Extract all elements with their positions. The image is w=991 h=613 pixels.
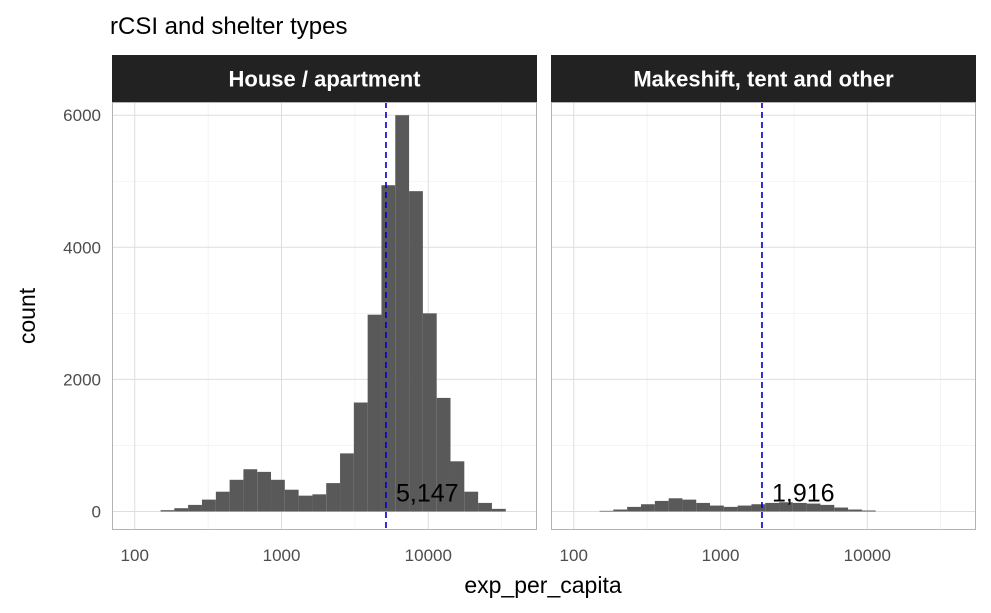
panel-house-apartment: House / apartment 5,147 100 1000 10000 bbox=[112, 55, 537, 565]
facet-strip-label: Makeshift, tent and other bbox=[633, 67, 894, 92]
histogram-bar bbox=[395, 115, 410, 512]
y-tick-labels: 0 2000 4000 6000 bbox=[63, 106, 101, 521]
histogram-bar bbox=[792, 502, 807, 512]
histogram-bar bbox=[640, 504, 655, 512]
mean-annotation: 1,916 bbox=[772, 480, 835, 508]
x-tick-labels: 100 1000 10000 bbox=[560, 546, 891, 565]
facet-strip bbox=[551, 55, 976, 102]
mean-annotation: 5,147 bbox=[396, 480, 459, 508]
x-axis-title: exp_per_capita bbox=[464, 572, 621, 598]
y-tick-label: 0 bbox=[92, 503, 101, 522]
x-tick-label: 1000 bbox=[263, 546, 301, 565]
histogram-bar bbox=[654, 500, 669, 512]
histogram-bar bbox=[861, 510, 876, 512]
panel-bars bbox=[160, 115, 506, 512]
histogram-bar bbox=[201, 499, 216, 512]
histogram-bar bbox=[229, 479, 244, 512]
histogram-bar bbox=[848, 509, 862, 512]
histogram-bar bbox=[599, 510, 614, 512]
panel-makeshift-tent-other: Makeshift, tent and other 1,916 100 1000 1… bbox=[551, 55, 976, 565]
panel-bars bbox=[599, 498, 876, 512]
histogram-bar bbox=[710, 505, 724, 512]
panel-grid bbox=[551, 102, 976, 530]
y-tick-label: 6000 bbox=[63, 106, 101, 125]
histogram-bar bbox=[668, 498, 683, 512]
histogram-bar bbox=[436, 397, 451, 512]
histogram-bar bbox=[298, 495, 313, 512]
histogram-bar bbox=[174, 508, 189, 512]
histogram-bar bbox=[284, 489, 299, 512]
histogram-bar bbox=[450, 461, 465, 512]
histogram-bar bbox=[312, 494, 327, 512]
histogram-bar bbox=[381, 185, 396, 512]
histogram-bar bbox=[188, 504, 202, 512]
histogram-bar bbox=[340, 453, 354, 512]
histogram-bar bbox=[613, 509, 628, 512]
histogram-bar bbox=[243, 469, 258, 512]
histogram-bar bbox=[806, 503, 821, 512]
histogram-bar bbox=[682, 499, 697, 512]
chart-title: rCSI and shelter types bbox=[110, 13, 347, 40]
x-tick-label: 1000 bbox=[702, 546, 740, 565]
panel-border bbox=[112, 102, 537, 530]
facet-strip bbox=[112, 55, 537, 102]
histogram-bar bbox=[696, 502, 711, 512]
histogram-bar bbox=[160, 510, 175, 512]
x-tick-label: 10000 bbox=[405, 546, 452, 565]
histogram-bar bbox=[464, 491, 479, 512]
histogram-bar bbox=[834, 507, 849, 512]
histogram-bar bbox=[257, 471, 272, 512]
y-axis-title: count bbox=[14, 287, 40, 344]
histogram-bar bbox=[737, 505, 752, 512]
histogram-bar bbox=[751, 504, 766, 512]
histogram-bar bbox=[326, 483, 341, 512]
histogram-bar bbox=[478, 502, 492, 512]
y-tick-label: 2000 bbox=[63, 370, 101, 389]
histogram-bar bbox=[627, 506, 641, 512]
histogram-bar bbox=[353, 402, 368, 512]
histogram-bar bbox=[215, 491, 230, 512]
panel-border bbox=[551, 102, 976, 530]
y-tick-label: 4000 bbox=[63, 238, 101, 257]
histogram-bar bbox=[491, 508, 506, 512]
histogram-bar bbox=[723, 506, 738, 512]
histogram-bar bbox=[765, 502, 780, 512]
facet-strip-label: House / apartment bbox=[229, 67, 422, 92]
histogram-bar bbox=[779, 502, 793, 512]
histogram-bar bbox=[422, 313, 437, 512]
histogram-bar bbox=[367, 314, 382, 512]
histogram-bar bbox=[820, 504, 835, 512]
histogram-bar bbox=[409, 191, 423, 512]
x-tick-label: 10000 bbox=[844, 546, 891, 565]
x-tick-label: 100 bbox=[560, 546, 588, 565]
histogram-bar bbox=[271, 479, 285, 512]
x-tick-labels: 100 1000 10000 bbox=[121, 546, 452, 565]
x-tick-label: 100 bbox=[121, 546, 149, 565]
